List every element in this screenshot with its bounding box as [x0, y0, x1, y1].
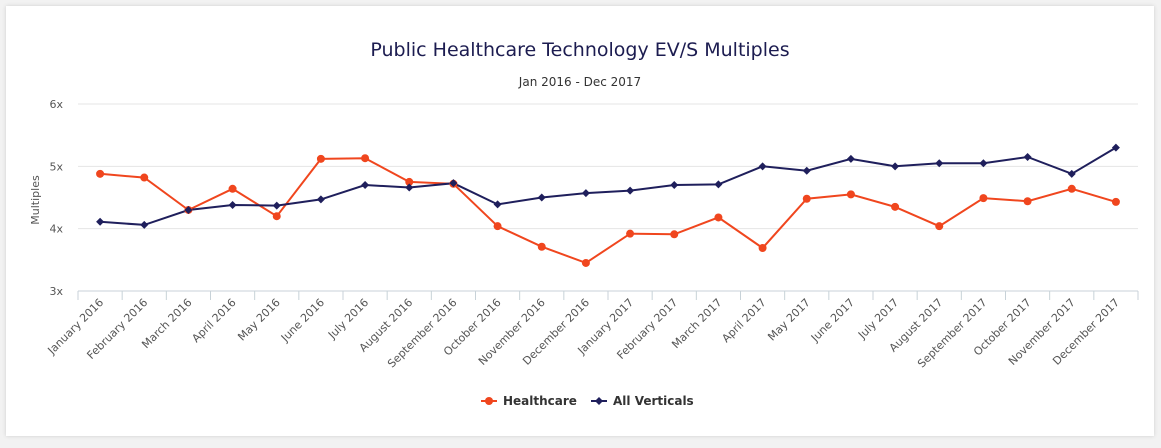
x-tick-label: July 2016 — [325, 296, 371, 342]
series-line-all-verticals — [100, 146, 1117, 226]
data-point-healthcare — [714, 213, 723, 222]
data-point-all-verticals — [581, 189, 590, 198]
data-point-healthcare — [228, 184, 237, 193]
data-point-all-verticals — [1023, 152, 1032, 161]
chart-card: Public Healthcare Technology EV/S Multip… — [6, 6, 1154, 436]
data-point-healthcare — [96, 169, 105, 178]
data-point-healthcare — [979, 194, 988, 203]
x-tick-label: April 2016 — [189, 296, 238, 345]
data-point-healthcare — [758, 243, 767, 252]
data-point-all-verticals — [184, 205, 193, 214]
y-tick-label: 4x — [49, 223, 63, 236]
chart-subtitle: Jan 2016 - Dec 2017 — [518, 75, 641, 89]
data-point-all-verticals — [1111, 143, 1120, 152]
data-point-healthcare — [891, 202, 900, 211]
data-point-all-verticals — [228, 200, 237, 209]
line-chart: Public Healthcare Technology EV/S Multip… — [29, 39, 1139, 408]
data-point-healthcare — [361, 154, 370, 163]
data-point-healthcare — [846, 190, 855, 199]
x-tick-label: April 2017 — [719, 296, 768, 345]
data-point-healthcare — [537, 242, 546, 251]
data-point-healthcare — [670, 230, 679, 239]
y-tick-label: 3x — [49, 285, 63, 298]
data-point-all-verticals — [758, 162, 767, 171]
series-line-healthcare — [100, 157, 1117, 265]
data-point-healthcare — [935, 222, 944, 231]
data-point-healthcare — [272, 212, 281, 221]
data-point-all-verticals — [714, 180, 723, 189]
data-point-all-verticals — [96, 217, 105, 226]
x-tick-label: May 2017 — [765, 296, 813, 344]
data-point-all-verticals — [361, 181, 370, 190]
data-point-all-verticals — [802, 166, 811, 175]
data-point-all-verticals — [1067, 169, 1076, 178]
legend-marker-all-verticals — [595, 397, 603, 405]
data-point-all-verticals — [846, 154, 855, 163]
y-tick-label: 6x — [49, 98, 63, 111]
x-tick-label: May 2016 — [235, 296, 283, 344]
data-point-all-verticals — [493, 200, 502, 209]
data-point-all-verticals — [316, 195, 325, 204]
legend-marker-healthcare — [485, 397, 493, 405]
data-point-healthcare — [1023, 197, 1032, 206]
data-point-all-verticals — [405, 183, 414, 192]
x-tick-label: June 2017 — [808, 296, 857, 345]
x-tick-label: June 2016 — [278, 296, 327, 345]
data-point-all-verticals — [935, 159, 944, 168]
data-point-healthcare — [802, 194, 811, 203]
data-point-healthcare — [1111, 197, 1120, 206]
data-point-healthcare — [405, 177, 414, 186]
data-point-healthcare — [493, 222, 502, 231]
y-axis-label: Multiples — [29, 175, 42, 225]
chart-title: Public Healthcare Technology EV/S Multip… — [370, 39, 789, 61]
data-point-all-verticals — [626, 186, 635, 195]
x-tick-label: July 2017 — [855, 296, 901, 342]
data-point-healthcare — [316, 154, 325, 163]
legend-label-healthcare: Healthcare — [503, 394, 577, 408]
data-point-all-verticals — [979, 159, 988, 168]
data-point-healthcare — [1067, 184, 1076, 193]
data-point-all-verticals — [449, 179, 458, 188]
data-point-healthcare — [626, 229, 635, 238]
data-point-all-verticals — [272, 201, 281, 210]
data-point-all-verticals — [891, 162, 900, 171]
data-point-healthcare — [140, 173, 149, 182]
data-point-healthcare — [581, 258, 590, 267]
data-point-all-verticals — [670, 181, 679, 190]
y-tick-label: 5x — [49, 160, 63, 173]
data-point-all-verticals — [140, 220, 149, 229]
data-point-all-verticals — [537, 193, 546, 202]
legend-label-all-verticals: All Verticals — [613, 394, 694, 408]
